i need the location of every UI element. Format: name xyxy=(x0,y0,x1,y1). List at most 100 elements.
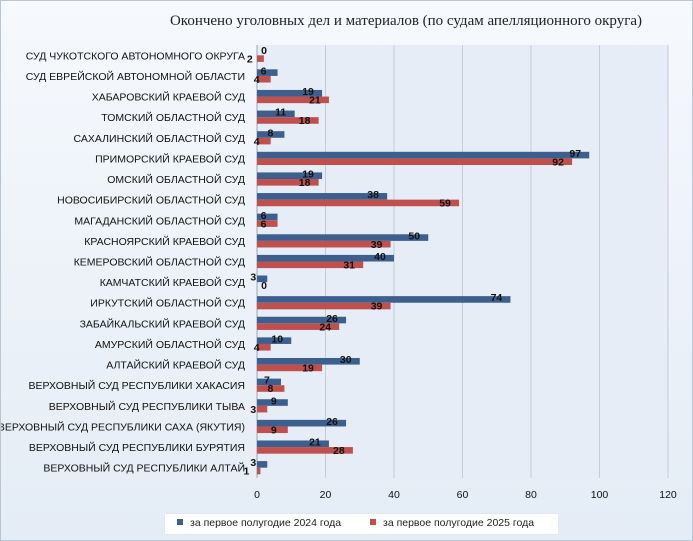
legend-item-2025: за первое полугодие 2025 года xyxy=(370,517,534,529)
bar-2024 xyxy=(257,193,388,200)
data-label-2024: 97 xyxy=(569,148,581,160)
x-tick-label: 40 xyxy=(388,489,400,501)
category-label: ОМСКИЙ ОБЛАСТНОЙ СУД xyxy=(107,173,245,186)
data-label-2024: 6 xyxy=(261,65,267,77)
category-label: ВЕРХОВНЫЙ СУД РЕСПУБЛИКИ САХА (ЯКУТИЯ) xyxy=(1,420,245,433)
legend: за первое полугодие 2024 года за первое … xyxy=(164,513,559,535)
bar-2025 xyxy=(257,117,319,124)
bar-2024 xyxy=(257,399,288,406)
bar-2025 xyxy=(257,467,261,475)
bar-2025 xyxy=(257,343,271,351)
data-label-2025: 21 xyxy=(309,95,321,107)
data-label-2025: 18 xyxy=(299,115,311,127)
bar-2024 xyxy=(257,213,278,221)
category-label: КРАСНОЯРСКИЙ КРАЕВОЙ СУД xyxy=(84,235,245,248)
category-label: САХАЛИНСКИЙ ОБЛАСТНОЙ СУД xyxy=(74,132,245,145)
legend-swatch-2025 xyxy=(370,519,376,526)
data-label-2025: 1 xyxy=(244,466,250,478)
data-label-2025: 18 xyxy=(299,177,311,189)
data-label-2025: 39 xyxy=(371,239,383,251)
legend-label-2025: за первое полугодие 2025 года xyxy=(383,517,535,529)
data-label-2024: 26 xyxy=(326,313,338,325)
data-label-2024: 6 xyxy=(261,210,267,222)
x-tick-label: 20 xyxy=(320,489,332,501)
legend-item-2024: за первое полугодие 2024 года xyxy=(177,517,341,529)
category-label: СУД ЧУКОТСКОГО АВТОНОМНОГО ОКРУГА xyxy=(26,50,245,62)
bar-2024 xyxy=(257,357,360,365)
data-label-2024: 0 xyxy=(261,45,267,57)
bar-2025 xyxy=(257,137,271,145)
data-label-2025: 59 xyxy=(439,198,451,210)
data-label-2025: 92 xyxy=(552,156,564,168)
bar-2025 xyxy=(257,261,364,269)
data-label-2024: 9 xyxy=(271,395,277,407)
data-label-2024: 3 xyxy=(250,272,256,284)
x-tick-label: 0 xyxy=(254,489,260,501)
bar-2024 xyxy=(257,275,268,283)
category-label: ИРКУТСКИЙ ОБЛАСТНОЙ СУД xyxy=(90,297,245,310)
category-label: КАМЧАТСКИЙ КРАЕВОЙ СУД xyxy=(100,276,245,289)
data-label-2024: 10 xyxy=(271,333,283,345)
bar-2024 xyxy=(257,461,268,468)
chart-title: Окончено уголовных дел и материалов (по … xyxy=(169,13,643,29)
bar-2025 xyxy=(257,75,271,83)
legend-swatch-2024 xyxy=(177,519,183,526)
data-label-2024: 7 xyxy=(264,375,270,387)
data-label-2025: 3 xyxy=(250,404,256,416)
category-label: ВЕРХОВНЫЙ СУД РЕСПУБЛИКИ БУРЯТИЯ xyxy=(29,441,245,454)
data-label-2024: 21 xyxy=(309,437,321,449)
bar-2025 xyxy=(257,240,391,248)
category-label: АЛТАЙСКИЙ КРАЕВОЙ СУД xyxy=(106,359,245,372)
data-label-2024: 74 xyxy=(491,292,503,304)
bar-2025 xyxy=(257,55,264,62)
bar-2025 xyxy=(257,96,329,104)
category-label: МАГАДАНСКИЙ ОБЛАСТНОЙ СУД xyxy=(74,214,245,227)
category-label: ПРИМОРСКИЙ КРАЕВОЙ СУД xyxy=(95,152,245,165)
bar-2025 xyxy=(257,447,353,454)
bar-2025 xyxy=(257,405,268,413)
data-label-2024: 11 xyxy=(275,107,286,119)
bar-2025 xyxy=(257,302,391,310)
x-tick-label: 120 xyxy=(659,489,677,501)
bar-2024 xyxy=(257,151,590,159)
data-label-2025: 28 xyxy=(333,445,345,457)
bar-2025 xyxy=(257,364,323,372)
category-label: ВЕРХОВНЫЙ СУД РЕСПУБЛИКИ АЛТАЙ xyxy=(43,462,245,475)
data-label-2025: 31 xyxy=(343,260,355,272)
x-tick-label: 80 xyxy=(525,489,537,501)
data-label-2025: 4 xyxy=(254,342,260,354)
bar-2024 xyxy=(257,419,347,427)
data-label-2025: 8 xyxy=(267,383,273,395)
data-label-2024: 19 xyxy=(302,86,314,98)
category-label: АМУРСКИЙ ОБЛАСТНОЙ СУД xyxy=(95,338,245,351)
data-label-2025: 2 xyxy=(247,53,253,65)
data-label-2024: 40 xyxy=(374,251,386,263)
bar-2024 xyxy=(257,110,295,118)
data-label-2025: 4 xyxy=(254,74,260,86)
bar-2024 xyxy=(257,89,323,97)
data-label-2025: 9 xyxy=(271,424,277,436)
category-label: ХАБАРОВСКИЙ КРАЕВОЙ СУД xyxy=(92,91,245,104)
data-label-2024: 8 xyxy=(267,127,273,139)
data-label-2025: 39 xyxy=(371,301,383,313)
x-tick-label: 100 xyxy=(591,489,609,501)
category-label: ВЕРХОВНЫЙ СУД РЕСПУБЛИКИ ХАКАСИЯ xyxy=(29,379,246,392)
data-label-2024: 50 xyxy=(408,230,420,242)
data-label-2024: 19 xyxy=(302,169,314,181)
data-label-2025: 19 xyxy=(302,363,314,375)
data-label-2025: 24 xyxy=(319,321,331,333)
bar-2024 xyxy=(257,172,323,180)
category-label: ТОМСКИЙ ОБЛАСТНОЙ СУД xyxy=(101,111,245,124)
category-label: СУД ЕВРЕЙСКОЙ АВТОНОМНОЙ ОБЛАСТИ xyxy=(26,70,245,83)
bar-2025 xyxy=(257,426,288,434)
bar-2024 xyxy=(257,378,281,386)
data-label-2025: 0 xyxy=(261,280,267,292)
x-tick-label: 60 xyxy=(457,489,469,501)
category-label: ЗАБАЙКАЛЬСКИЙ КРАЕВОЙ СУД xyxy=(80,317,245,330)
data-label-2024: 26 xyxy=(326,416,338,428)
data-label-2024: 3 xyxy=(250,457,256,469)
bar-2024 xyxy=(257,69,278,76)
category-label: КЕМЕРОВСКИЙ ОБЛАСТНОЙ СУД xyxy=(74,256,245,269)
bar-2025 xyxy=(257,179,319,186)
